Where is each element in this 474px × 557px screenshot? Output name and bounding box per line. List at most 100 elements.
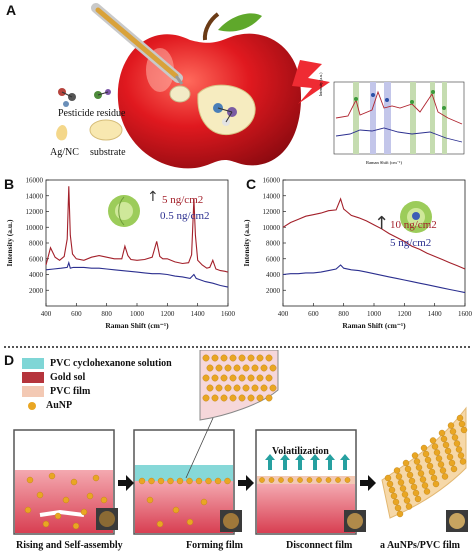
inset-xlabel: Raman Shift (cm⁻¹) <box>366 160 402 165</box>
aunp-dot <box>384 474 392 482</box>
aunp-dot <box>297 477 303 483</box>
aunp-dot <box>287 477 294 483</box>
aunp-dot <box>433 449 441 456</box>
y-tick-label: 12000 <box>26 208 44 216</box>
aunp-dot <box>220 394 228 402</box>
aunp-dot <box>435 455 443 462</box>
aunp-dot <box>432 480 440 488</box>
y-axis-label: Intensity (a.u.) <box>5 219 14 266</box>
aunp-dot <box>211 354 219 362</box>
aunp-dot <box>256 354 264 362</box>
aunp-dot <box>42 520 50 528</box>
aunp-dot <box>412 489 420 497</box>
x-tick-label: 400 <box>278 310 289 318</box>
x-axis-label: Raman Shift (cm⁻¹) <box>342 321 406 330</box>
aunp-dot <box>206 364 214 372</box>
substrate-legend-icon <box>89 119 123 141</box>
y-tick-label: 14000 <box>26 192 44 200</box>
aunp-dot <box>401 491 409 498</box>
chart-b: 400 600 800 1000 1200 1400 1600 2000 4000 6000 800… <box>5 177 236 331</box>
aunp-dot <box>256 394 264 402</box>
pesticide-legend-icon <box>58 88 111 107</box>
aunp-dot <box>442 441 450 449</box>
x-tick-label: 600 <box>308 310 319 318</box>
aunp-dot <box>86 492 94 500</box>
cabbage-icon <box>108 195 140 227</box>
legend-label: Gold sol <box>50 372 86 383</box>
step-label-3: Disconnect film <box>286 540 353 551</box>
aunp-dot <box>414 495 422 503</box>
y-tick-label: 4000 <box>266 271 281 279</box>
aunp-dot <box>206 384 214 392</box>
aunp-dot <box>176 477 184 485</box>
aunp-dot <box>247 394 255 402</box>
aunp-dot <box>460 426 468 434</box>
x-tick-label: 1400 <box>428 310 443 318</box>
panel-letter-c: C <box>246 176 257 192</box>
y-tick-label: 8000 <box>29 240 44 248</box>
aunp-dot <box>70 478 78 486</box>
aunp-dot <box>72 522 80 530</box>
aunp-dot <box>444 447 452 455</box>
aunp-dot <box>402 459 410 467</box>
aunp-dot <box>251 384 259 392</box>
aunp-dot <box>220 354 228 362</box>
aunp-dot <box>403 497 411 504</box>
x-tick-label: 1400 <box>191 310 206 318</box>
aunp-dot <box>388 486 396 494</box>
aunp-dot <box>335 477 341 483</box>
aunp-dot <box>411 452 419 459</box>
agnc-legend-icon <box>56 125 68 141</box>
legend-label: PVC cyclohexanone solution <box>50 358 172 369</box>
aunp-dot <box>306 477 313 483</box>
panel-letter-a: A <box>6 2 17 18</box>
aunp-dot <box>426 462 434 470</box>
aunp-dot <box>278 477 284 483</box>
aunp-dot <box>195 477 203 485</box>
legend-swatch <box>22 372 44 383</box>
series-line-1 <box>282 197 466 270</box>
aunp-dot <box>238 394 246 402</box>
aunp-dot <box>100 496 108 504</box>
y-axis-label: Intensity (a.u.) <box>242 219 251 266</box>
aunp-dot <box>260 384 268 392</box>
aunp-dot <box>269 364 277 372</box>
aunp-dot <box>453 440 461 447</box>
y-tick-label: 16000 <box>26 177 44 185</box>
aunp-dot <box>424 456 432 464</box>
aunp-dot <box>229 354 237 362</box>
laser-icon <box>292 60 330 104</box>
aunp-dot <box>399 485 407 492</box>
aunp-dot <box>229 394 237 402</box>
aunp-dot <box>396 510 404 518</box>
section-divider <box>4 346 470 348</box>
legend-label: AuNP <box>46 400 73 411</box>
aunp-dot <box>224 477 231 485</box>
panel-d-illustration <box>13 350 468 535</box>
series-line-2 <box>45 260 229 288</box>
aunp-dot <box>404 465 412 473</box>
aunp-dot <box>420 444 428 452</box>
aunp-dot <box>406 471 414 479</box>
aunp-dot <box>167 477 174 485</box>
aunp-dot <box>247 354 255 362</box>
aunp-dot <box>26 476 34 484</box>
aunp-dot <box>325 477 332 483</box>
x-axis-label: Raman Shift (cm⁻¹) <box>105 321 169 330</box>
x-tick-label: 600 <box>71 310 82 318</box>
aunp-dot <box>54 512 62 520</box>
aunp-dot <box>405 503 413 510</box>
aunp-dot <box>202 394 210 402</box>
aunp-dot <box>186 477 193 485</box>
aunp-dot <box>157 477 165 485</box>
aunp-dot <box>410 483 418 491</box>
aunp-dot <box>429 437 437 444</box>
arrow-up-icon: ↑ <box>374 213 390 234</box>
x-tick-label: 1600 <box>458 310 473 318</box>
x-tick-label: 800 <box>101 310 112 318</box>
aunp-dot <box>80 508 88 516</box>
aunp-dot <box>408 477 416 485</box>
y-tick-label: 4000 <box>29 271 44 279</box>
aunp-dot <box>211 374 219 382</box>
legend-substrate-label: substrate <box>90 147 126 158</box>
